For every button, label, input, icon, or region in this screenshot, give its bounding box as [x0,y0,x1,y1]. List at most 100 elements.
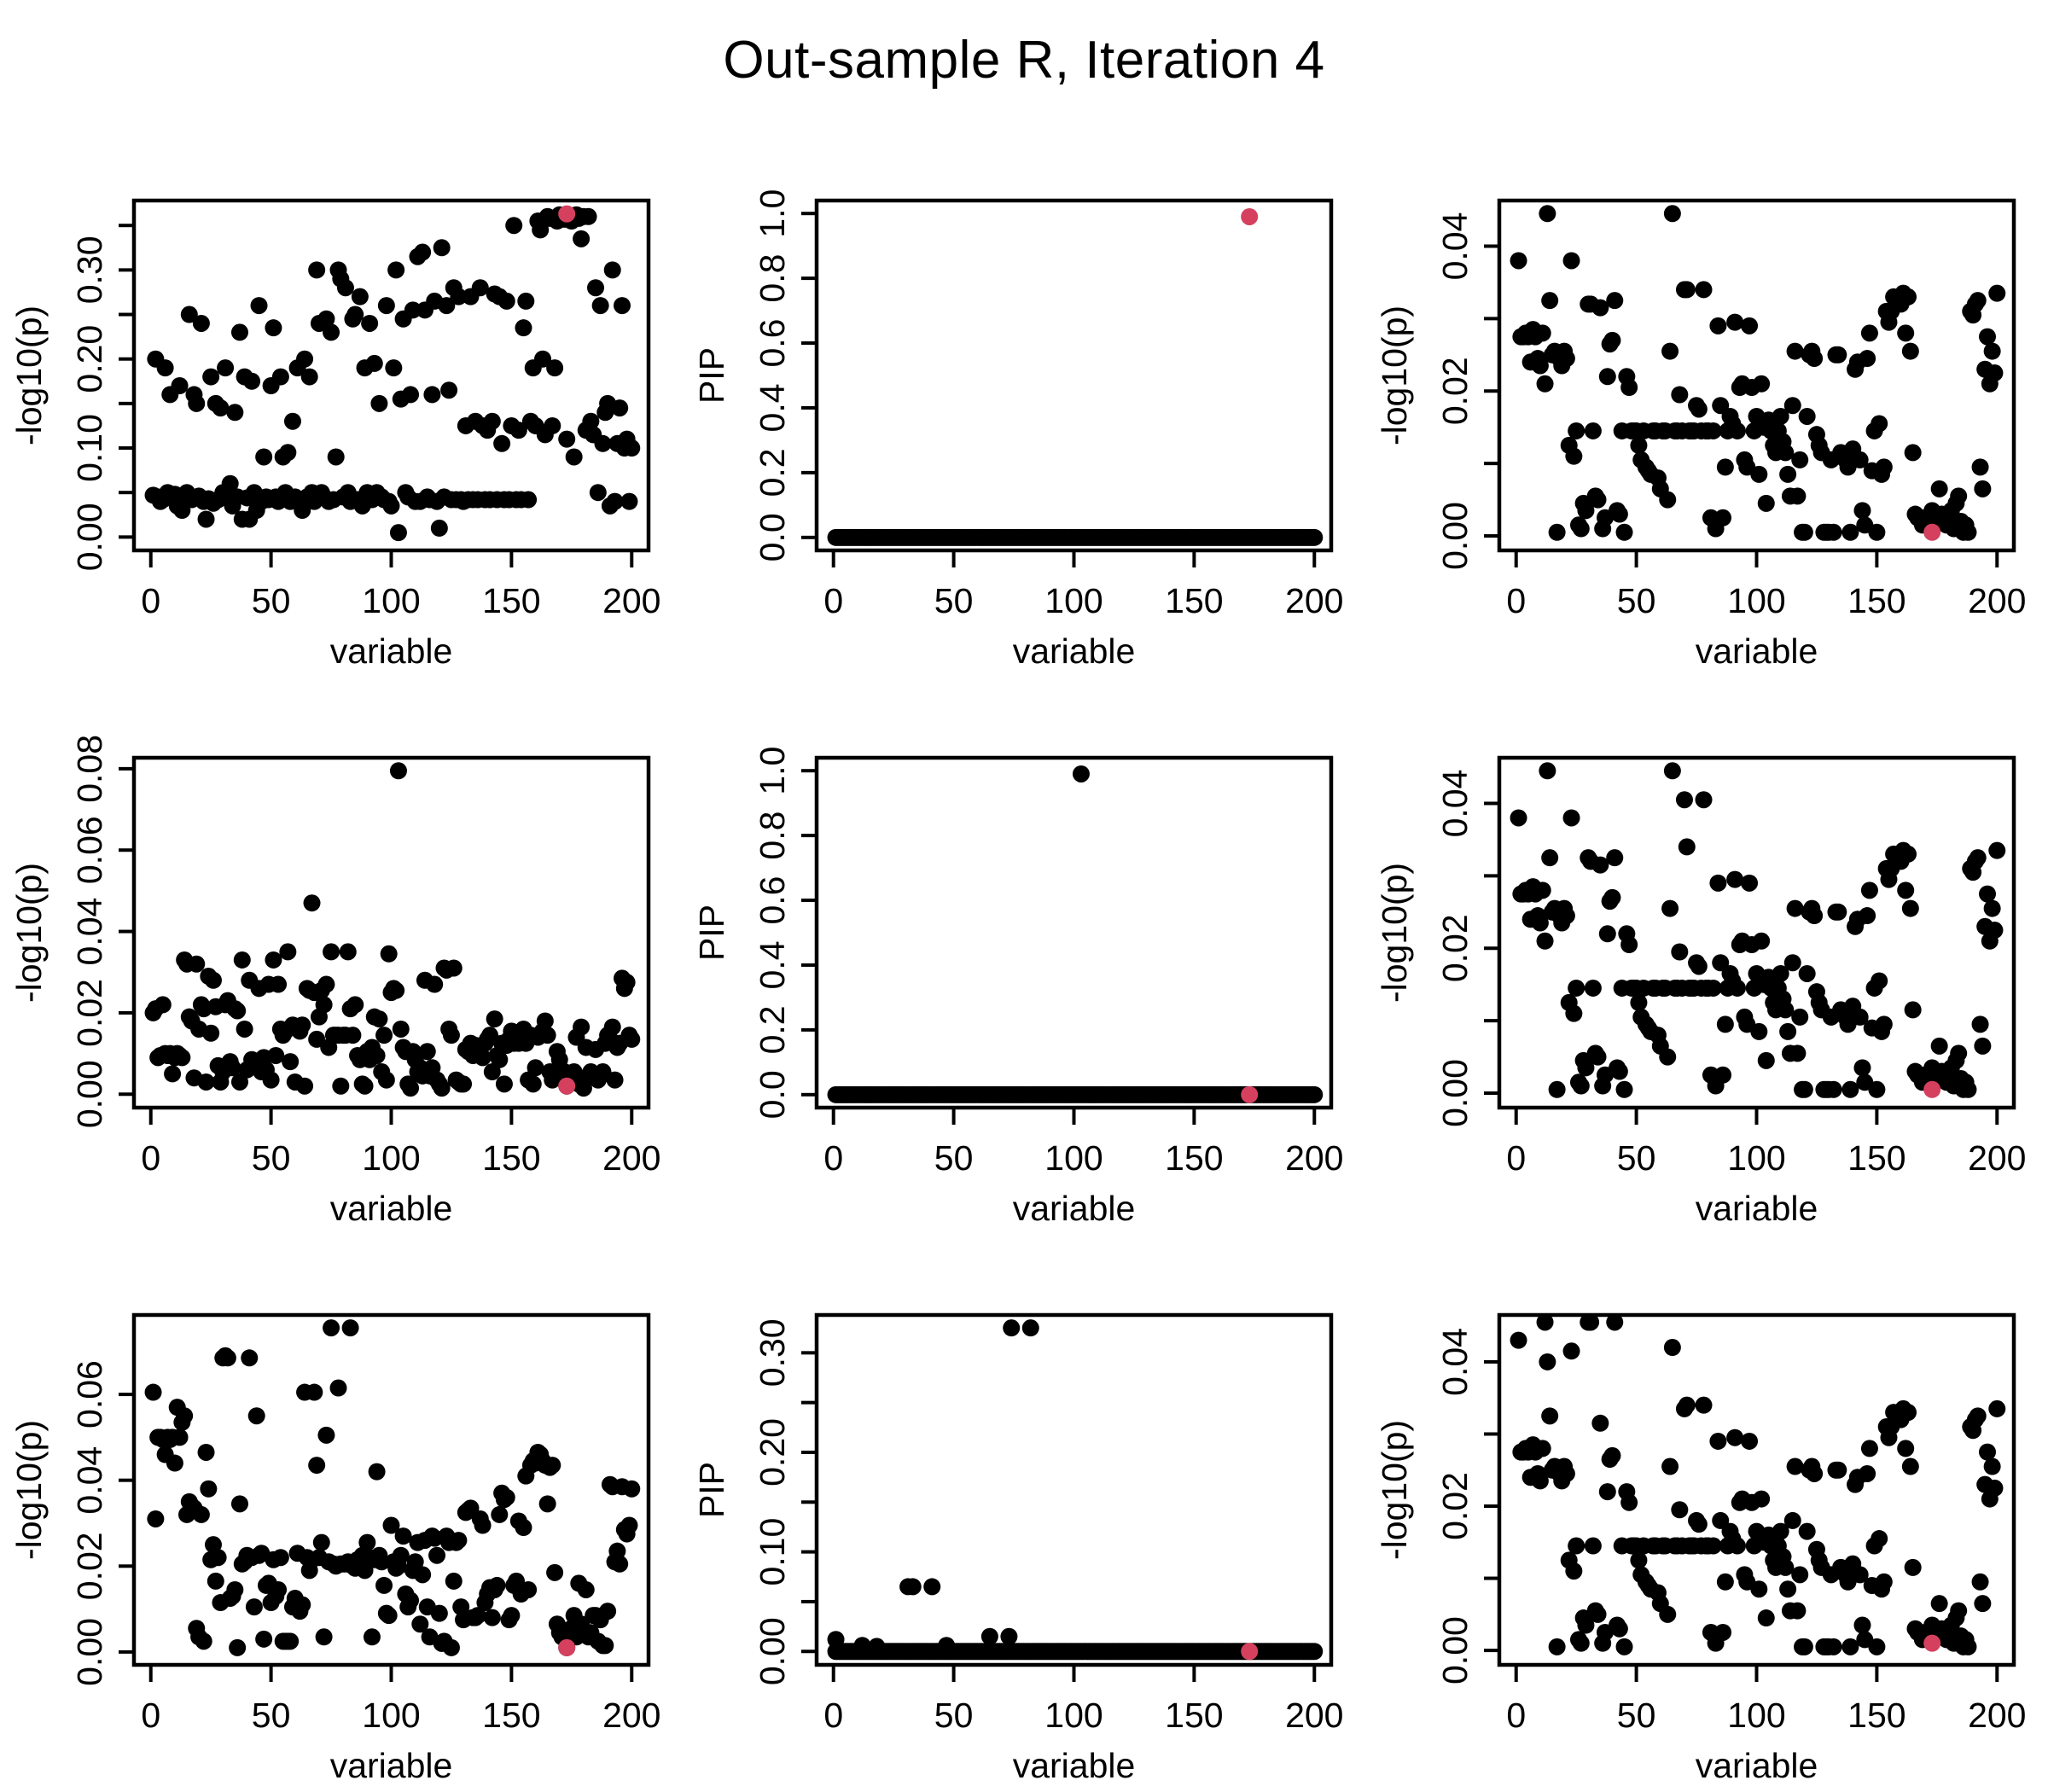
plot-frame [131,1312,651,1667]
data-point [339,943,357,961]
data-point [524,1075,542,1093]
data-point [623,1030,641,1048]
data-point [221,474,239,492]
data-point [1786,899,1804,917]
data-point [361,314,379,332]
data-point [603,261,621,279]
x-axis-label: variable [1013,631,1136,671]
x-axis-label: variable [1696,1746,1818,1785]
x-tick-label: 150 [1165,1138,1223,1178]
data-point [1709,1432,1727,1450]
data-point [1971,1015,1989,1033]
data-point [1789,487,1807,505]
data-point [197,1443,215,1461]
data-point [1806,907,1824,925]
data-point [1757,1609,1775,1627]
plot-frame [814,755,1334,1110]
data-point [1557,1464,1575,1482]
data-point [1841,523,1859,541]
data-point [317,975,335,993]
data-point [1572,520,1590,538]
data-point [212,399,230,417]
data-point [1678,1396,1696,1414]
data-point [1897,324,1915,342]
data-point [1603,888,1621,906]
data-point [283,412,301,430]
data-point [582,412,600,430]
data-point [1663,762,1681,780]
data-point [188,955,206,973]
data-point [1620,1493,1638,1511]
data-point [623,439,641,457]
data-point [1868,1638,1886,1655]
highlight-point [1241,1085,1259,1103]
data-point [1531,357,1549,375]
data-point [1510,1331,1527,1349]
data-point [620,1516,638,1534]
data-point [599,1603,617,1620]
data-point [1610,1620,1628,1638]
data-point [1577,1616,1595,1634]
x-tick-label: 0 [823,581,843,620]
data-point [250,297,268,315]
data-point [1974,480,1992,497]
data-point [382,497,400,515]
data-point [544,1457,561,1475]
data-point [923,1578,941,1596]
data-point [171,1428,189,1446]
data-point [1716,1015,1734,1033]
data-point [1536,375,1554,393]
data-point [1971,458,1989,476]
data-point [382,1516,400,1534]
x-tick-label: 200 [1968,1696,2026,1735]
y-tick-label: 0.0 [753,1070,792,1119]
data-point [392,1546,410,1564]
plot-frame [814,1312,1334,1667]
data-point [294,1596,311,1614]
data-point [450,288,468,305]
data-point [1950,1602,1968,1620]
data-point [368,1046,386,1064]
data-point [1536,932,1554,950]
data-point [558,430,576,448]
data-point [471,279,489,297]
data-point [1728,422,1746,439]
data-point [618,974,636,992]
data-point [1671,943,1689,961]
scatter-plot-r1c3: 0 50 100 150 200 0.00 0.02 0.04 variable -log10(p… [1375,198,2026,671]
data-point [218,1349,236,1367]
data-point [344,1027,362,1044]
y-tick-label: 0.30 [70,236,109,304]
data-point [497,292,515,310]
data-point [430,519,448,537]
data-point [294,1016,311,1034]
data-point [1860,881,1878,899]
data-point [1548,523,1566,541]
data-point [1603,331,1621,349]
data-point [1728,979,1746,997]
data-point [1750,465,1768,483]
data-point [1533,1440,1551,1457]
data-point [1741,1432,1759,1450]
data-point [1728,1537,1746,1555]
x-tick-label: 100 [1044,1138,1103,1178]
plot-frame [131,755,651,1110]
data-point [308,1030,326,1048]
data-point [1901,342,1919,360]
data-point [279,444,297,462]
x-axis-label: variable [330,1189,453,1228]
x-axis-label: variable [1013,1746,1136,1785]
x-tick-label: 100 [362,1696,420,1735]
data-point [1630,993,1648,1011]
x-tick-label: 150 [482,581,540,620]
data-point [980,1627,998,1645]
data-point [594,1063,612,1081]
data-point [596,1637,614,1655]
data-point [1969,292,1987,310]
data-point [614,297,631,315]
data-point [423,386,441,404]
data-point [430,1604,448,1622]
data-point [1726,870,1744,888]
data-point [230,1495,248,1513]
y-tick-label: 0.20 [753,1418,792,1487]
